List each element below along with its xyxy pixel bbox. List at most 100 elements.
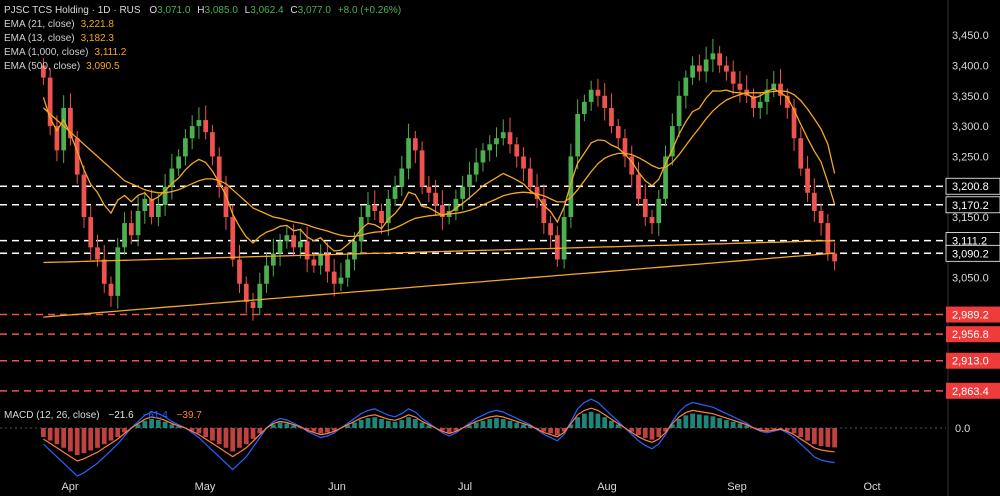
interval[interactable]: 1D — [97, 5, 111, 16]
candle-body — [717, 53, 723, 66]
macd-histogram-bar — [690, 413, 695, 428]
candle-body — [778, 83, 783, 96]
level-label: 3,170.2 — [952, 200, 989, 212]
candle-body — [582, 101, 587, 114]
macd-histogram-bar — [135, 424, 141, 428]
candle-body — [311, 259, 317, 266]
candle-body — [372, 204, 378, 211]
level-label-box — [946, 352, 1000, 369]
candle-body — [74, 138, 80, 175]
candle-body — [47, 77, 53, 127]
macd-histogram-bar — [669, 424, 675, 428]
level-label: 2,913.0 — [952, 356, 989, 368]
symbol-name[interactable]: PJSC TCS Holding — [4, 5, 89, 16]
ema21-line — [42, 90, 836, 238]
macd-histogram-bar — [595, 413, 601, 428]
candle-body — [669, 126, 675, 157]
candle-body — [270, 253, 276, 266]
candle-body — [122, 223, 127, 248]
x-tick-label: Apr — [61, 481, 78, 493]
macd-histogram-bar — [210, 428, 215, 441]
exchange: RUS — [119, 5, 141, 16]
macd-histogram-bar — [724, 419, 729, 428]
candle-body — [426, 186, 432, 193]
indicator-ema21[interactable]: EMA (21, close) 3,221.8 — [4, 19, 114, 30]
level-label-box — [945, 196, 1000, 214]
x-tick-label: Aug — [597, 481, 617, 493]
macd-histogram-bar — [717, 418, 723, 428]
candle-body — [365, 204, 371, 218]
macd-histogram-bar — [399, 419, 405, 428]
macd-histogram-bar — [527, 426, 533, 428]
candle-body — [811, 192, 817, 211]
candle-body — [710, 53, 716, 60]
candle-body — [507, 132, 513, 145]
macd-histogram-bar — [568, 424, 574, 428]
candle-body — [419, 150, 425, 187]
candle-body — [764, 89, 770, 102]
candle-body — [663, 156, 668, 199]
macd-histogram-bar — [582, 413, 587, 428]
macd-histogram-bar — [737, 423, 743, 428]
macd-histogram-bar — [392, 421, 398, 428]
macd-histogram-bar — [419, 422, 425, 428]
macd-histogram-bar — [615, 424, 621, 428]
macd-histogram-bar — [798, 428, 804, 437]
candle-body — [101, 259, 107, 284]
candle-body — [500, 132, 506, 139]
macd-histogram-bar — [487, 419, 493, 428]
macd-histogram-bar — [764, 428, 770, 431]
candle-body — [642, 198, 648, 218]
y-tick-label: 3,050.0 — [952, 273, 989, 285]
macd-label: MACD (12, 26, close) — [4, 410, 100, 421]
x-tick-label: Jun — [328, 481, 346, 493]
indicator-ema1000[interactable]: EMA (1,000, close) 3,111.2 — [4, 47, 127, 58]
candle-body — [656, 198, 662, 224]
candle-body — [602, 95, 608, 108]
candle-body — [609, 107, 614, 127]
candle-body — [149, 198, 154, 218]
macd-histogram-bar — [710, 416, 716, 428]
macd-histogram-bar — [602, 417, 608, 428]
indicator-ema13[interactable]: EMA (13, close) 3,182.3 — [4, 33, 114, 44]
macd-histogram-bar — [541, 428, 547, 432]
macd-histogram-bar — [68, 428, 73, 452]
candle-body — [412, 138, 418, 151]
macd-line-value: −61.4 — [142, 410, 168, 421]
candle-body — [832, 253, 837, 262]
candle-body — [527, 168, 533, 187]
macd-histogram-bar — [446, 428, 452, 433]
macd-histogram-bar — [548, 428, 553, 434]
macd-histogram-bar — [88, 428, 94, 451]
candle-body — [615, 126, 621, 139]
level-label: 3,111.2 — [952, 236, 987, 248]
candle-body — [108, 283, 114, 296]
candle-body — [703, 59, 709, 72]
macd-histogram-bar — [467, 425, 472, 428]
ema13-line — [42, 88, 836, 252]
macd-histogram-bar — [453, 428, 459, 431]
macd-histogram-bar — [358, 419, 364, 428]
level-label: 2,956.8 — [952, 329, 989, 341]
macd-legend[interactable]: MACD (12, 26, close) −21.6 −61.4 −39.7 — [4, 410, 208, 421]
x-tick-label: Jul — [458, 481, 472, 493]
macd-histogram-bar — [284, 423, 290, 428]
macd-histogram-bar — [115, 428, 121, 437]
ema1000-line — [43, 239, 835, 264]
macd-histogram-bar — [642, 428, 648, 438]
candle-body — [818, 210, 824, 224]
candle-body — [784, 95, 790, 108]
macd-histogram-bar — [270, 424, 276, 428]
macd-histogram-bar — [352, 422, 357, 428]
ema500-line — [43, 252, 835, 318]
candle-body — [460, 186, 466, 199]
candle-body — [243, 283, 249, 302]
y-tick-label: 3,300.0 — [952, 121, 989, 133]
macd-histogram-bar — [61, 428, 67, 448]
indicator-ema500[interactable]: EMA (500, close) 3,090.5 — [4, 61, 120, 72]
candle-body — [757, 101, 763, 108]
candle-body — [196, 120, 202, 127]
candle-body — [41, 65, 46, 78]
candle-body — [649, 217, 655, 224]
